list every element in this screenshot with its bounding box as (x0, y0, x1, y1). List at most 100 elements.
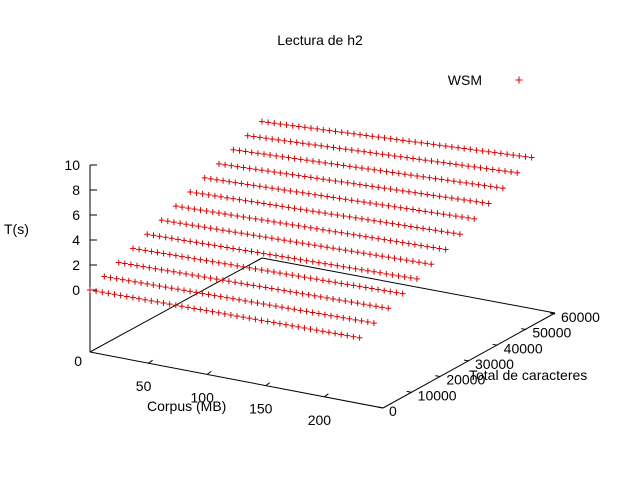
data-point (459, 162, 466, 169)
x-tick-mark (324, 393, 329, 398)
data-point (387, 186, 394, 193)
data-point (164, 267, 171, 274)
data-point (497, 150, 504, 157)
data-point (467, 197, 474, 204)
data-point (154, 249, 161, 256)
data-point (299, 240, 306, 247)
data-point (477, 164, 484, 171)
data-point (176, 269, 183, 276)
data-point (258, 317, 265, 324)
data-point (332, 128, 339, 135)
data-point (428, 209, 435, 216)
data-point (264, 217, 271, 224)
data-point (418, 242, 425, 249)
data-point (305, 141, 312, 148)
data-point (444, 177, 451, 184)
data-point (185, 205, 192, 212)
data-point (295, 323, 302, 330)
legend-marker (515, 76, 523, 84)
data-point (232, 179, 239, 186)
data-point (457, 179, 463, 186)
data-point (234, 163, 241, 170)
data-point (173, 203, 179, 210)
data-point (444, 229, 451, 236)
data-point (381, 236, 388, 243)
data-point (410, 206, 416, 213)
data-point (285, 305, 292, 312)
data-point (428, 261, 435, 268)
data-point (205, 291, 212, 298)
data-point (270, 319, 277, 326)
data-point (453, 161, 459, 168)
data-point (324, 294, 330, 301)
data-point (344, 332, 351, 339)
data-point (252, 265, 259, 272)
data-point (315, 259, 322, 266)
data-point (293, 188, 300, 195)
data-point (369, 234, 376, 241)
y-tick-label: 50000 (532, 325, 571, 341)
data-point (228, 212, 235, 218)
data-point (405, 240, 412, 247)
data-point (440, 211, 447, 218)
data-point (150, 232, 157, 239)
data-point (250, 182, 257, 189)
data-point (354, 300, 361, 307)
data-point (232, 279, 239, 286)
data-point (285, 204, 292, 211)
data-point (405, 188, 412, 195)
data-point (434, 158, 441, 165)
x-tick-label: 200 (308, 412, 332, 428)
data-point (246, 165, 253, 172)
data-point (209, 308, 216, 315)
data-point (373, 150, 380, 157)
data-point (399, 137, 406, 144)
data-point (336, 195, 343, 202)
data-point (320, 176, 327, 183)
data-point (355, 147, 361, 154)
data-point (385, 152, 392, 159)
data-point (242, 247, 249, 254)
data-point (269, 136, 276, 143)
data-point (185, 304, 191, 311)
data-point (295, 222, 302, 229)
data-point (107, 274, 114, 281)
data-point (248, 248, 255, 255)
data-point (205, 191, 212, 198)
data-point (189, 222, 196, 229)
data-point (230, 195, 237, 202)
data-point (357, 131, 363, 138)
data-point (199, 240, 206, 247)
data-point (174, 286, 181, 293)
data-point (346, 264, 353, 271)
data-point (234, 262, 241, 269)
data-point (416, 156, 423, 163)
data-point (342, 146, 349, 153)
data-point (181, 287, 187, 294)
data-point (170, 268, 177, 275)
data-point (242, 197, 249, 204)
data-point (232, 229, 239, 236)
data-point (281, 187, 288, 193)
data-point (493, 184, 500, 191)
data-point (207, 175, 214, 182)
data-point (442, 194, 449, 201)
data-point (418, 139, 425, 146)
data-point (379, 151, 386, 158)
data-point (352, 214, 359, 221)
data-point (168, 235, 175, 242)
data-point (426, 226, 433, 233)
y-tick-mark (406, 390, 412, 393)
data-point (332, 279, 339, 286)
data-point (342, 298, 349, 304)
y-tick-label: 60000 (561, 309, 600, 325)
data-point (332, 330, 339, 337)
data-point (293, 139, 300, 146)
data-point (134, 262, 140, 269)
data-point (338, 178, 345, 185)
data-point (377, 269, 384, 276)
data-point (201, 174, 208, 181)
data-point (319, 277, 326, 284)
data-point (324, 143, 331, 150)
data-point (414, 224, 420, 231)
